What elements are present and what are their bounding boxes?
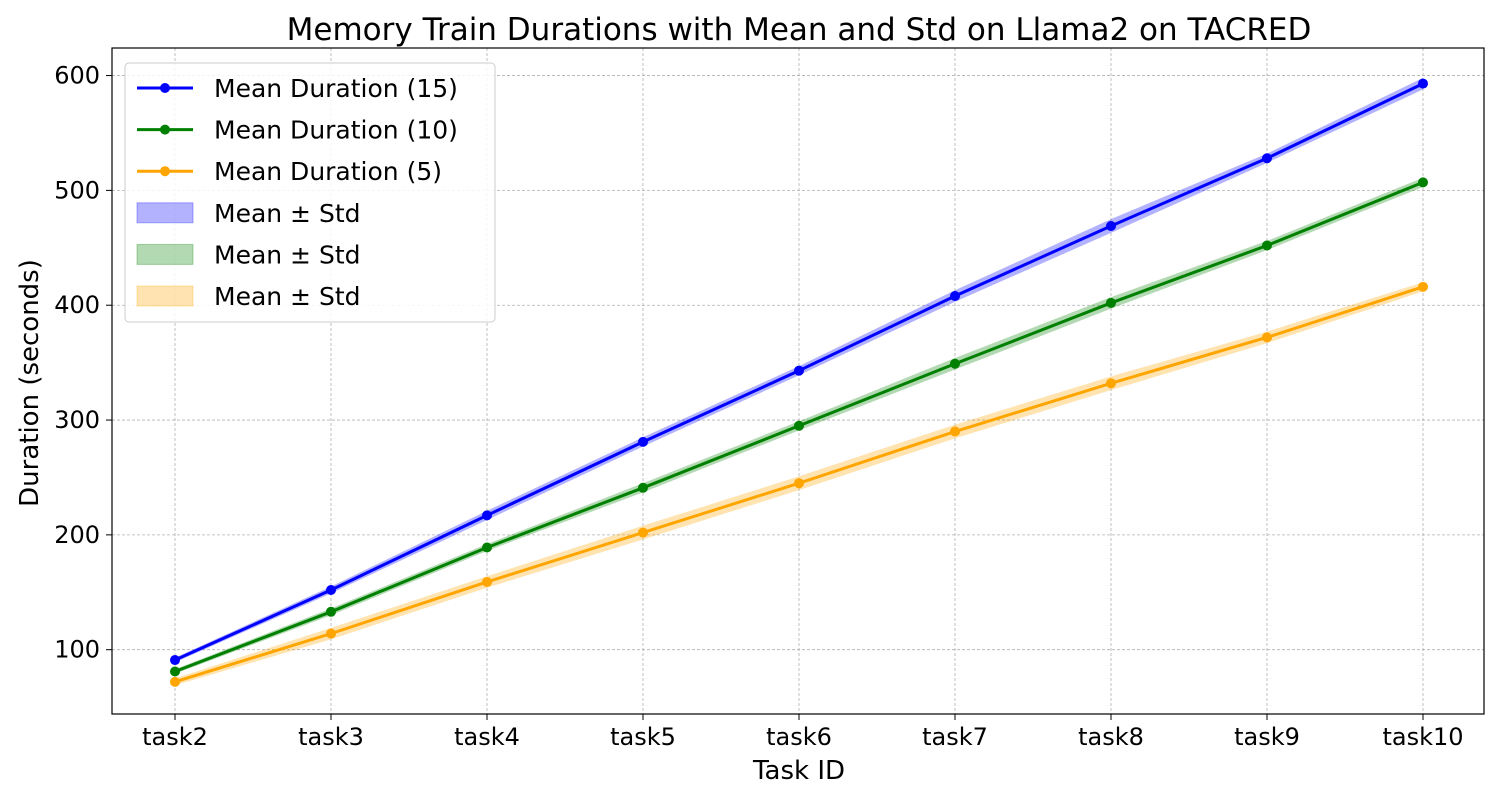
data-point bbox=[1418, 281, 1428, 292]
data-point bbox=[170, 676, 180, 687]
x-tick-label: task5 bbox=[610, 723, 676, 751]
data-point bbox=[950, 426, 960, 437]
data-point bbox=[950, 291, 960, 302]
data-point bbox=[482, 576, 492, 587]
data-point bbox=[950, 358, 960, 369]
x-axis-ticks: task2 task3 task4 task5 task6 task7 task8 task9… bbox=[142, 714, 1464, 751]
data-point bbox=[794, 478, 804, 489]
data-point bbox=[1418, 78, 1428, 89]
data-point bbox=[170, 666, 180, 677]
legend-label: Mean Duration (5) bbox=[214, 157, 442, 186]
chart-title: Memory Train Durations with Mean and Std… bbox=[287, 12, 1312, 48]
series-points bbox=[170, 78, 1428, 687]
x-tick-label: task7 bbox=[922, 723, 988, 751]
legend-label: Mean ± Std bbox=[214, 240, 361, 269]
data-point bbox=[326, 584, 336, 595]
data-point bbox=[794, 365, 804, 376]
x-tick-label: task9 bbox=[1234, 723, 1300, 751]
y-tick-label: 200 bbox=[54, 521, 100, 549]
data-point bbox=[1106, 297, 1116, 308]
data-point bbox=[1262, 153, 1272, 164]
legend-label: Mean ± Std bbox=[214, 282, 361, 311]
data-point bbox=[482, 510, 492, 521]
data-point bbox=[1106, 378, 1116, 389]
legend-label: Mean Duration (15) bbox=[214, 74, 458, 103]
plot-frame bbox=[111, 47, 1485, 715]
x-tick-label: task3 bbox=[298, 723, 364, 751]
x-axis-title: Task ID bbox=[752, 756, 845, 786]
data-point bbox=[1262, 240, 1272, 251]
legend-label: Mean ± Std bbox=[214, 199, 361, 228]
y-axis-ticks: 100 200 300 400 500 600 bbox=[54, 62, 112, 664]
legend-marker bbox=[160, 166, 170, 177]
y-axis-title: Duration (seconds) bbox=[15, 259, 45, 507]
data-point bbox=[482, 542, 492, 553]
data-point bbox=[326, 628, 336, 639]
legend-band-swatch bbox=[136, 202, 194, 224]
x-tick-label: task6 bbox=[766, 723, 832, 751]
legend: Mean Duration (15) Mean Duration (10) Mean… bbox=[124, 62, 496, 323]
y-tick-label: 600 bbox=[54, 62, 100, 90]
y-tick-label: 500 bbox=[54, 176, 100, 204]
data-point bbox=[1418, 177, 1428, 188]
data-point bbox=[326, 606, 336, 617]
data-point bbox=[638, 436, 648, 447]
x-tick-label: task8 bbox=[1078, 723, 1144, 751]
y-tick-label: 400 bbox=[54, 291, 100, 319]
legend-box bbox=[124, 62, 496, 323]
x-tick-label: task10 bbox=[1382, 723, 1463, 751]
legend-label: Mean Duration (10) bbox=[214, 116, 458, 145]
legend-band-swatch bbox=[136, 243, 194, 265]
y-tick-label: 100 bbox=[54, 636, 100, 664]
data-point bbox=[638, 482, 648, 493]
legend-marker bbox=[160, 124, 170, 135]
x-tick-label: task4 bbox=[454, 723, 520, 751]
data-point bbox=[170, 655, 180, 666]
data-point bbox=[638, 527, 648, 538]
legend-marker bbox=[160, 83, 170, 93]
x-tick-label: task2 bbox=[142, 723, 208, 751]
data-point bbox=[1106, 220, 1116, 231]
y-tick-label: 300 bbox=[54, 406, 100, 434]
data-point bbox=[794, 420, 804, 431]
data-point bbox=[1262, 332, 1272, 343]
legend-band-swatch bbox=[136, 285, 194, 307]
